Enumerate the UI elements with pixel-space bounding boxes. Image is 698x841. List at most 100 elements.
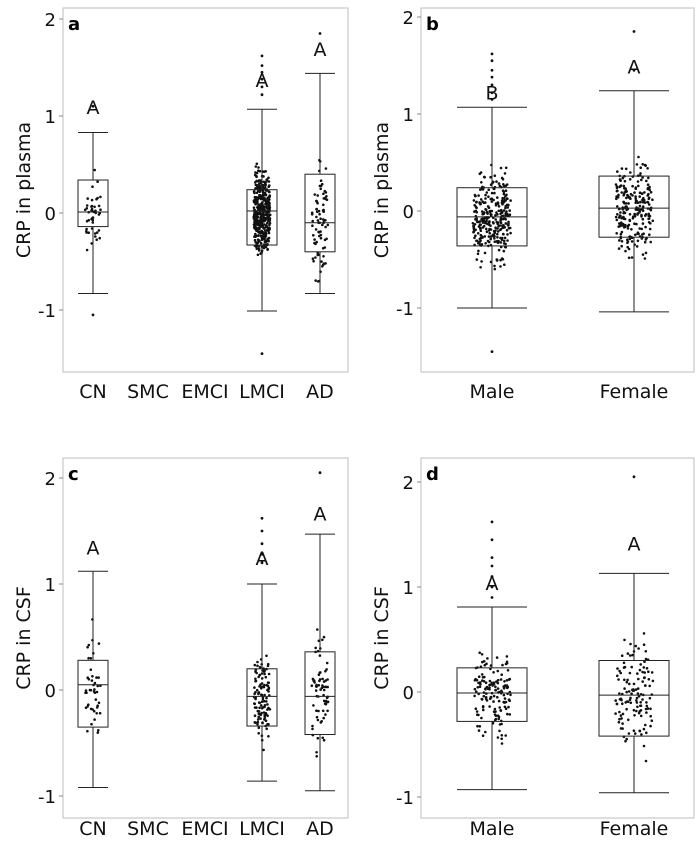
- data-point: [267, 216, 271, 220]
- data-point: [493, 240, 497, 243]
- data-point: [484, 681, 488, 684]
- data-point: [485, 699, 489, 702]
- data-point: [473, 679, 477, 682]
- data-point: [500, 210, 503, 213]
- data-point: [493, 174, 497, 177]
- data-point: [260, 685, 264, 689]
- data-point: [633, 732, 637, 735]
- data-point: [478, 651, 482, 654]
- data-point: [267, 176, 270, 180]
- data-point: [615, 702, 619, 706]
- data-point: [86, 645, 89, 649]
- box-cn: A: [77, 97, 109, 317]
- data-point: [485, 191, 489, 194]
- data-point: [325, 685, 328, 689]
- data-point: [263, 213, 267, 217]
- data-point: [259, 241, 263, 245]
- data-point: [618, 698, 622, 701]
- data-point: [487, 240, 491, 244]
- outlier-point: [260, 352, 264, 355]
- data-point: [645, 701, 648, 704]
- data-point: [500, 734, 504, 737]
- data-point: [504, 166, 508, 170]
- data-point: [637, 155, 640, 159]
- data-point: [99, 208, 102, 211]
- data-point: [310, 213, 314, 216]
- data-point: [266, 247, 270, 251]
- data-point: [503, 705, 507, 709]
- box-lmci: A: [246, 516, 278, 782]
- data-point: [479, 229, 483, 232]
- data-point: [503, 197, 506, 200]
- data-point: [618, 692, 621, 695]
- data-point: [96, 684, 99, 688]
- data-point: [641, 698, 644, 701]
- data-point: [643, 257, 647, 260]
- data-point: [498, 706, 502, 709]
- data-point: [87, 677, 91, 681]
- data-point: [93, 168, 96, 172]
- data-point: [321, 638, 324, 642]
- data-point: [477, 675, 481, 678]
- data-point: [495, 656, 499, 659]
- data-point: [479, 233, 483, 237]
- data-point: [322, 738, 326, 742]
- data-point: [509, 199, 512, 202]
- iqr-box: [77, 179, 109, 228]
- data-point: [263, 191, 267, 195]
- data-point: [621, 727, 624, 730]
- data-point: [262, 237, 266, 241]
- data-point: [267, 735, 270, 738]
- data-point: [620, 230, 624, 234]
- data-point: [507, 203, 510, 207]
- data-point: [98, 211, 101, 215]
- data-point: [255, 688, 259, 692]
- box-cn: A: [77, 537, 109, 789]
- data-point: [481, 734, 485, 737]
- data-point: [322, 203, 325, 207]
- data-point: [494, 204, 498, 207]
- data-point: [488, 231, 492, 235]
- data-point: [497, 209, 501, 213]
- data-point: [496, 196, 499, 199]
- data-point: [95, 676, 98, 679]
- y-tick-label: 1: [45, 575, 56, 596]
- outlier-point: [260, 516, 264, 520]
- data-point: [98, 711, 102, 715]
- data-point: [616, 674, 619, 678]
- outlier-point: [260, 54, 264, 58]
- data-point: [618, 669, 621, 673]
- data-point: [622, 211, 625, 215]
- outlier-point: [632, 475, 636, 479]
- data-point: [253, 686, 256, 689]
- data-point: [635, 163, 639, 166]
- data-point: [482, 224, 486, 228]
- data-point: [473, 694, 476, 698]
- data-point: [257, 183, 261, 186]
- data-point: [623, 186, 626, 190]
- data-point: [478, 240, 481, 244]
- data-point: [505, 655, 509, 658]
- data-point: [260, 706, 264, 710]
- data-point: [314, 646, 318, 650]
- data-point: [261, 215, 265, 218]
- data-point: [496, 695, 499, 699]
- data-point: [642, 232, 645, 235]
- data-point: [262, 180, 266, 184]
- data-point: [620, 717, 623, 720]
- data-point: [649, 240, 652, 244]
- data-point: [627, 247, 631, 251]
- data-point: [90, 198, 94, 202]
- data-point: [493, 707, 497, 711]
- data-point: [502, 239, 506, 243]
- data-point: [478, 220, 482, 223]
- data-point: [263, 672, 266, 676]
- data-point: [92, 690, 96, 693]
- x-tick-label-female: Female: [600, 381, 669, 403]
- data-point: [647, 214, 650, 218]
- data-point: [625, 707, 628, 711]
- data-point: [324, 713, 327, 716]
- data-point: [644, 723, 647, 727]
- data-point: [627, 690, 631, 693]
- data-point: [492, 700, 495, 703]
